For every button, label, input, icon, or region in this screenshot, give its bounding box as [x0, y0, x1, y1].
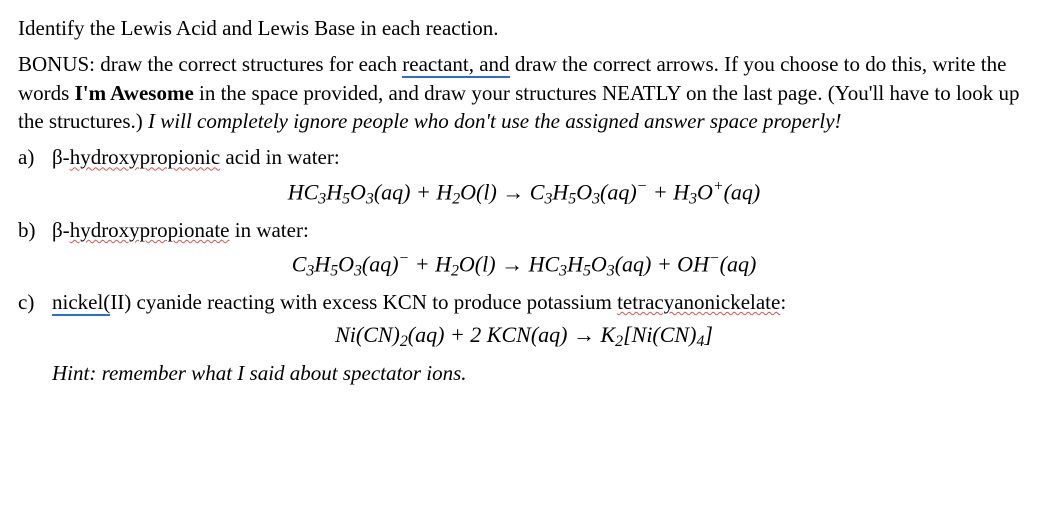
qb-squiggle: hydroxypropionate	[70, 218, 230, 242]
question-c: c) nickel(II) cyanide reacting with exce…	[18, 288, 1030, 387]
qb-label: b)	[18, 216, 52, 244]
bonus-paragraph: BONUS: draw the correct structures for e…	[18, 50, 1030, 135]
qb-pre: β-	[52, 218, 70, 242]
bonus-prefix: BONUS: draw the correct structures for e…	[18, 52, 402, 76]
qa-squiggle: hydroxypropionic	[70, 145, 220, 169]
qa-post: acid in water:	[220, 145, 340, 169]
qc-post: :	[780, 290, 786, 314]
qb-post: in water:	[229, 218, 308, 242]
bonus-spell-underline: reactant, and	[402, 52, 509, 78]
qc-spell-underline: nickel(	[52, 290, 110, 316]
qc-equation: Ni(CN)2(aq) + 2 KCN(aq) → K2[Ni(CN)4]	[18, 320, 1030, 352]
qa-equation: HC3H5O3(aq) + H2O(l) → C3H5O3(aq)− + H3O…	[18, 176, 1030, 210]
qc-text: nickel(II) cyanide reacting with excess …	[52, 288, 1030, 316]
qc-squiggle: tetracyanonickelate	[617, 290, 780, 314]
bonus-italic: I will completely ignore people who don'…	[148, 109, 841, 133]
qc-hint: Hint: remember what I said about spectat…	[52, 359, 1030, 387]
qa-label: a)	[18, 143, 52, 171]
question-b: b) β-hydroxypropionate in water: C3H5O3(…	[18, 216, 1030, 282]
qa-text: β-hydroxypropionic acid in water:	[52, 143, 1030, 171]
qc-label: c)	[18, 288, 52, 316]
intro-line1: Identify the Lewis Acid and Lewis Base i…	[18, 14, 1030, 42]
qa-pre: β-	[52, 145, 70, 169]
qb-equation: C3H5O3(aq)− + H2O(l) → HC3H5O3(aq) + OH−…	[18, 248, 1030, 282]
question-a: a) β-hydroxypropionic acid in water: HC3…	[18, 143, 1030, 209]
bonus-bold: I'm Awesome	[75, 81, 194, 105]
qb-text: β-hydroxypropionate in water:	[52, 216, 1030, 244]
question-list: a) β-hydroxypropionic acid in water: HC3…	[18, 143, 1030, 387]
qc-mid: II) cyanide reacting with excess KCN to …	[110, 290, 617, 314]
